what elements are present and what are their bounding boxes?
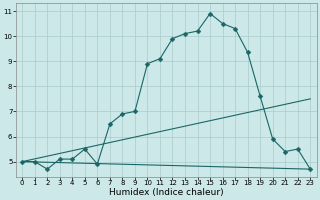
X-axis label: Humidex (Indice chaleur): Humidex (Indice chaleur) (109, 188, 224, 197)
